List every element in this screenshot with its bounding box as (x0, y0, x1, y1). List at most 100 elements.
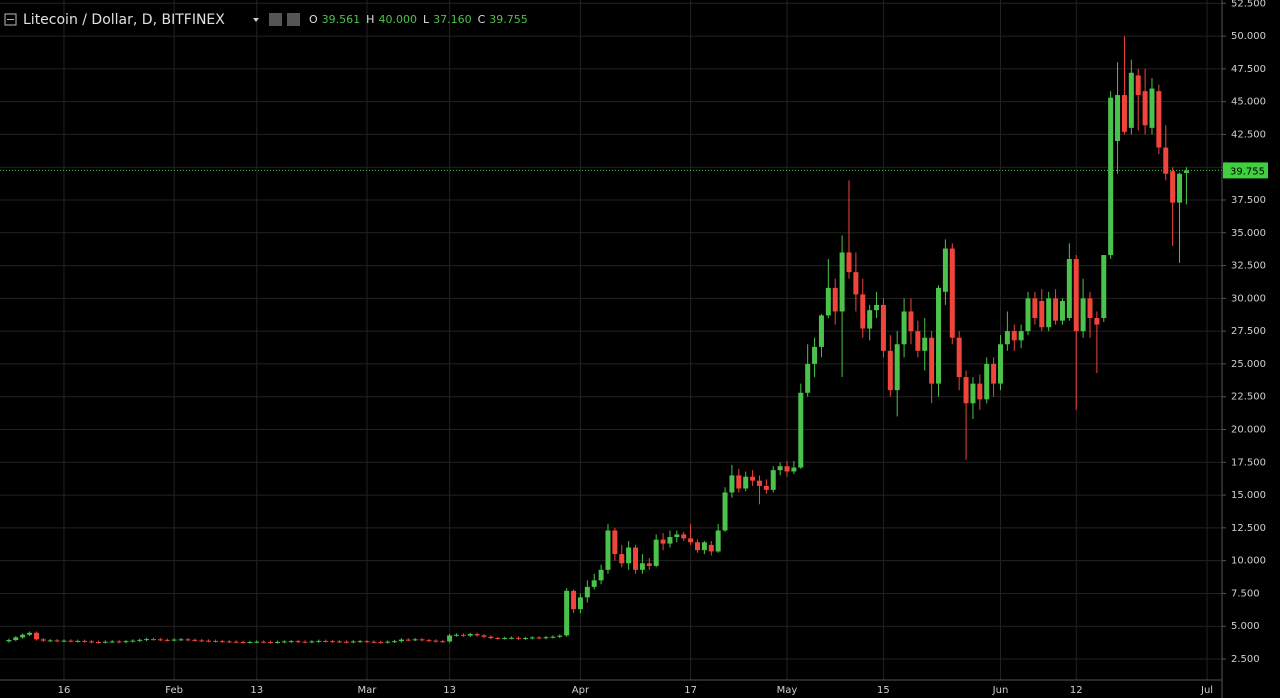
candle-body (653, 539, 659, 566)
candle-body (398, 639, 404, 642)
candle-body (474, 634, 480, 636)
x-tick-label: 13 (250, 685, 263, 696)
candle-body (571, 590, 577, 610)
candle-body (991, 363, 997, 384)
candle-body (846, 252, 852, 273)
y-tick-label: 35.000 (1231, 228, 1266, 239)
y-tick-label: 30.000 (1231, 293, 1266, 304)
settings-icon[interactable] (287, 13, 300, 26)
candle-body (936, 287, 942, 384)
candle-body (695, 542, 700, 551)
y-tick-label: 50.000 (1231, 31, 1266, 42)
candle-body (715, 530, 721, 552)
candle-body (192, 639, 198, 641)
candle-body (412, 639, 418, 641)
collapse-icon[interactable] (4, 13, 17, 26)
candle-body (33, 632, 39, 640)
candle-body (584, 586, 590, 598)
candle-body (1128, 72, 1134, 128)
candle-body (770, 470, 776, 490)
x-tick-label: May (777, 685, 798, 696)
candle-body (40, 639, 46, 641)
candle-body (254, 641, 260, 643)
y-tick-label: 12.500 (1231, 523, 1266, 534)
candle-body (805, 363, 811, 393)
candle-body (1018, 331, 1024, 341)
candle-body (233, 641, 239, 643)
candle-body (729, 475, 735, 493)
y-tick-label: 22.500 (1231, 392, 1266, 403)
candle-body (440, 641, 446, 643)
candle-body (708, 544, 714, 552)
candle-body (1177, 173, 1183, 203)
candle-body (6, 640, 12, 642)
candle-body (681, 534, 687, 539)
candle-body (701, 542, 707, 551)
candle-body (20, 634, 26, 638)
candle-body (1004, 331, 1010, 345)
candle-body (433, 640, 439, 642)
candle-body (467, 634, 473, 636)
candle-body (688, 538, 694, 543)
candle-body (281, 641, 287, 643)
last-price-tag (1223, 162, 1268, 179)
candle-body (763, 485, 769, 490)
candle-body (426, 640, 432, 642)
x-tick-label: 17 (684, 685, 697, 696)
legend-label: L (423, 13, 430, 26)
candle-body (874, 304, 880, 311)
grid (0, 0, 1222, 680)
visibility-icon[interactable] (269, 13, 282, 26)
candle-body (529, 637, 535, 639)
candle-body (357, 641, 363, 643)
candle-body (750, 476, 756, 481)
candle-body (963, 377, 969, 404)
candle-body (949, 248, 955, 338)
legend-label: C (478, 13, 486, 26)
last-price-label: 39.755 (1230, 166, 1265, 177)
candle-body (502, 638, 508, 640)
candle-body (832, 287, 838, 312)
x-tick-label: 12 (1070, 685, 1083, 696)
candle-body (385, 641, 391, 643)
candle-body (109, 641, 115, 643)
candle-body (288, 641, 294, 643)
legend-value: 37.160 (433, 13, 472, 26)
candle-body (185, 639, 191, 641)
candle-body (674, 534, 680, 538)
candle-body (639, 563, 645, 570)
y-tick-label: 5.000 (1231, 621, 1260, 632)
candle-body (1121, 95, 1127, 132)
x-tick-label: Jul (1200, 685, 1213, 696)
candle-body (612, 530, 618, 555)
candle-body (495, 638, 501, 640)
candle-body (137, 639, 143, 641)
legend-value: 39.755 (489, 13, 528, 26)
candle-body (151, 639, 157, 641)
y-tick-label: 7.500 (1231, 588, 1260, 599)
candle-body (405, 639, 411, 641)
candle-body (577, 597, 583, 610)
candle-body (660, 539, 666, 544)
candle-body (1156, 91, 1162, 148)
candle-body (371, 641, 377, 643)
candle-body (323, 640, 329, 642)
candle-body (199, 640, 205, 642)
x-tick-label: 16 (58, 685, 71, 696)
symbol-menu-caret[interactable] (253, 18, 259, 22)
candle-body (633, 547, 639, 570)
candle-body (1059, 300, 1065, 321)
candle-body (27, 632, 33, 635)
candle-body (1101, 255, 1107, 319)
candle-body (1163, 147, 1169, 174)
candle-body (316, 640, 322, 642)
candle-body (784, 466, 790, 472)
candle-body (550, 636, 556, 638)
candle-body (336, 641, 342, 643)
candle-body (984, 363, 990, 400)
candle-body (171, 639, 177, 641)
candle-body (240, 641, 246, 643)
x-tick-label: Mar (358, 685, 378, 696)
